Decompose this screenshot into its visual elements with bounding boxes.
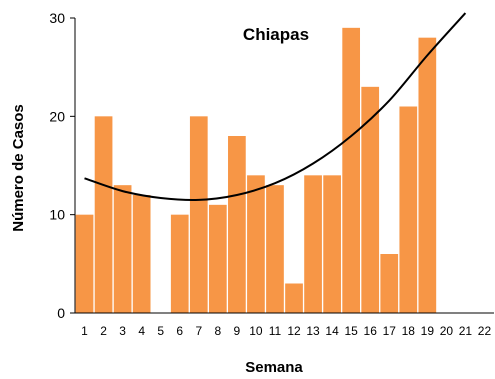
y-tick-label: 20 xyxy=(49,108,65,124)
x-axis-title: Semana xyxy=(245,359,303,376)
x-tick-label: 14 xyxy=(325,324,339,338)
bar-week-14 xyxy=(323,175,341,313)
chart-title: Chiapas xyxy=(243,25,309,44)
y-tick-labels: 0 10 20 30 xyxy=(49,10,65,321)
x-tick-label: 4 xyxy=(138,324,145,338)
x-tick-labels: 1 2 3 4 5 6 7 8 9 10 11 12 13 14 15 16 17 18 19 20 21 22 xyxy=(81,324,491,338)
bar-week-1 xyxy=(75,214,94,313)
y-tick-label: 10 xyxy=(49,207,65,223)
x-tick-label: 9 xyxy=(234,324,241,338)
x-tick-label: 5 xyxy=(157,324,164,338)
bar-week-9 xyxy=(228,136,246,313)
y-axis-title: Número de Casos xyxy=(10,104,27,232)
bar-week-15 xyxy=(342,27,361,314)
trendline xyxy=(84,12,467,202)
x-tick-label: 13 xyxy=(306,324,320,338)
bar-week-19 xyxy=(418,37,437,314)
bar-week-6 xyxy=(170,214,189,313)
bar-week-17 xyxy=(380,254,399,313)
x-tick-label: 2 xyxy=(100,324,107,338)
x-tick-label: 16 xyxy=(364,324,378,338)
x-tick-label: 7 xyxy=(195,324,202,338)
x-tick-label: 22 xyxy=(478,324,492,338)
y-tick-label: 0 xyxy=(57,305,65,321)
x-tick-label: 12 xyxy=(287,324,301,338)
bar-week-3 xyxy=(113,185,132,313)
bar-week-16 xyxy=(361,86,380,313)
bar-week-8 xyxy=(208,204,227,313)
x-tick-label: 11 xyxy=(269,324,282,338)
x-tick-label: 21 xyxy=(459,324,473,338)
y-axis-tick-marks xyxy=(70,17,75,314)
bar-week-18 xyxy=(399,106,418,313)
bars-group xyxy=(75,27,437,314)
x-tick-label: 10 xyxy=(249,324,263,338)
x-tick-label: 20 xyxy=(440,324,454,338)
x-tick-label: 15 xyxy=(344,324,358,338)
bar-week-13 xyxy=(304,175,322,313)
bar-week-11 xyxy=(266,185,284,313)
x-tick-label: 1 xyxy=(81,324,88,338)
x-tick-label: 19 xyxy=(421,324,435,338)
bar-week-2 xyxy=(94,116,113,313)
x-tick-label: 8 xyxy=(214,324,221,338)
x-tick-label: 3 xyxy=(119,324,126,338)
bar-week-7 xyxy=(189,116,208,313)
bar-week-10 xyxy=(247,175,265,313)
x-tick-label: 17 xyxy=(383,324,397,338)
x-tick-label: 18 xyxy=(402,324,416,338)
x-tick-label: 6 xyxy=(176,324,183,338)
bar-week-12 xyxy=(285,283,303,313)
y-tick-label: 30 xyxy=(49,10,65,26)
bar-week-4 xyxy=(132,195,151,313)
